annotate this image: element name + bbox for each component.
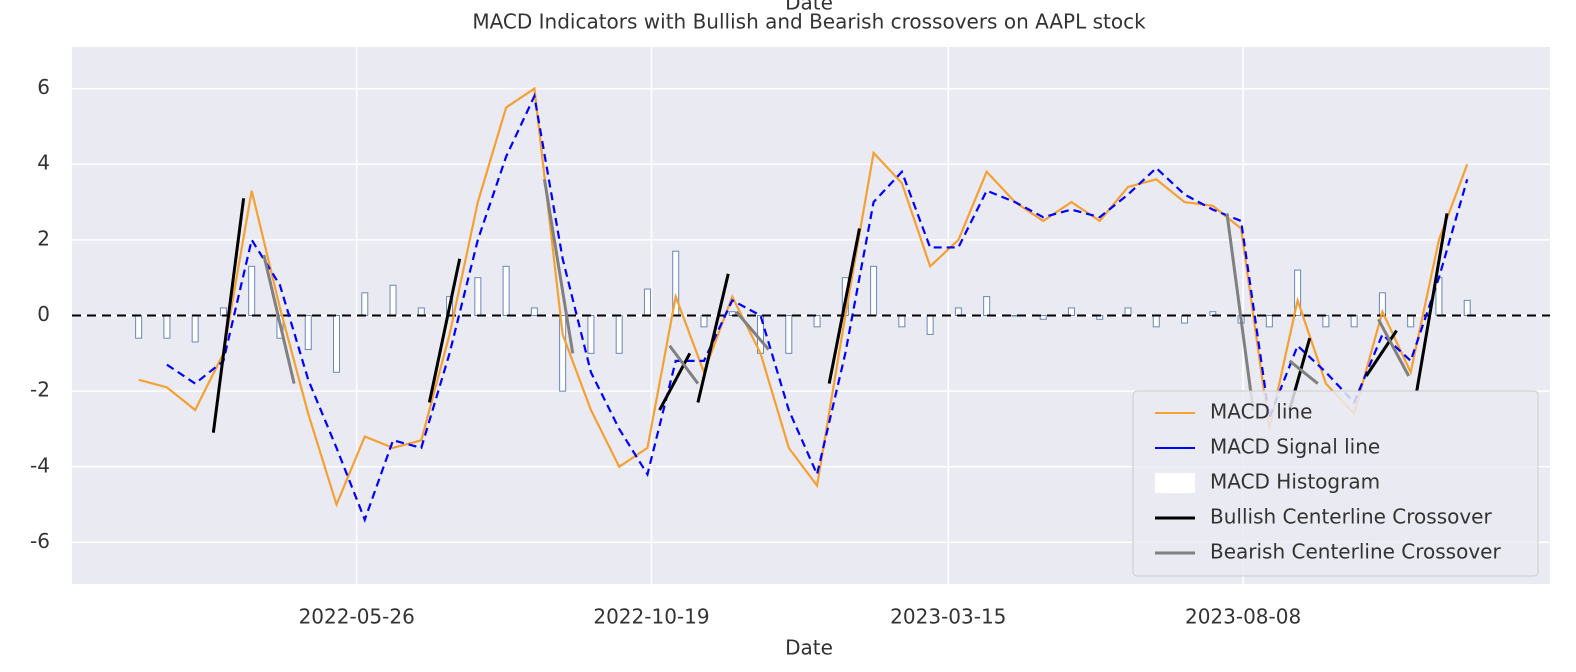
- histogram-bar: [1435, 277, 1443, 317]
- legend-label: Bullish Centerline Crossover: [1210, 505, 1492, 529]
- crossover-segment: [658, 352, 692, 411]
- x-tick-label: 2023-03-15: [890, 605, 1006, 629]
- histogram-bar: [700, 315, 708, 328]
- histogram-bar: [502, 265, 510, 317]
- histogram-bar: [248, 265, 256, 317]
- x-axis-label: Date: [785, 636, 833, 660]
- crossover-segment: [542, 179, 575, 354]
- histogram-bar: [1181, 315, 1189, 324]
- histogram-bar: [135, 315, 143, 339]
- signal-line: [166, 92, 1469, 523]
- histogram-bar: [587, 315, 595, 354]
- crossover-segment: [1365, 329, 1398, 377]
- legend-box: [1132, 390, 1539, 577]
- histogram-bar: [870, 265, 878, 317]
- crossover-segment: [1288, 359, 1319, 385]
- legend-label: Bearish Centerline Crossover: [1210, 540, 1501, 564]
- histogram-bar: [191, 315, 199, 343]
- histogram-bar: [474, 277, 482, 317]
- crossover-segment: [211, 198, 246, 433]
- legend: MACD line MACD Signal line MACD Histogram B…: [1132, 390, 1539, 577]
- histogram-bar: [926, 315, 934, 335]
- histogram-bar: [954, 307, 962, 316]
- crossover-segment: [696, 273, 730, 403]
- y-tick-label: 6: [37, 75, 50, 99]
- crossover-segment: [1415, 213, 1449, 392]
- crossover-segment: [427, 258, 462, 403]
- macd-line: [138, 86, 1469, 508]
- legend-label: MACD line: [1210, 400, 1312, 424]
- crossover-segment: [668, 344, 700, 385]
- crossover-segment: [262, 254, 296, 384]
- histogram-bar: [1265, 315, 1273, 328]
- crossover-segment: [827, 228, 861, 384]
- histogram-bar: [1322, 315, 1330, 328]
- y-tick-label: -6: [30, 529, 50, 553]
- histogram-bar: [615, 315, 623, 354]
- histogram-bar: [983, 296, 991, 317]
- histogram-bar: [643, 288, 651, 316]
- crossover-segment: [1225, 213, 1255, 411]
- histogram-bar: [389, 284, 397, 317]
- histogram-bar: [361, 292, 369, 316]
- histogram-bar: [1407, 315, 1415, 328]
- y-tick-label: 4: [37, 151, 50, 175]
- y-tick-label: -2: [30, 378, 50, 402]
- y-tick-label: 2: [37, 226, 50, 250]
- crossover-segment: [735, 310, 770, 351]
- histogram-bar: [1463, 299, 1471, 316]
- y-tick-label: 0: [37, 302, 50, 326]
- y-tick-label: -4: [30, 453, 50, 477]
- histogram-bar: [1039, 315, 1047, 320]
- histogram-bar: [898, 315, 906, 328]
- legend-label: MACD Histogram: [1210, 470, 1380, 494]
- crossover-segment: [1377, 318, 1410, 377]
- legend-swatch: [1155, 473, 1195, 493]
- histogram-bar: [333, 315, 341, 373]
- histogram-bar: [219, 307, 227, 316]
- legend-label: MACD Signal line: [1210, 435, 1380, 459]
- chart-title: MACD Indicators with Bullish and Bearish…: [472, 10, 1146, 34]
- x-tick-label: 2022-05-26: [299, 605, 415, 629]
- x-tick-label: 2023-08-08: [1185, 605, 1301, 629]
- top-label: Date: [785, 0, 833, 15]
- histogram-bar: [1067, 307, 1075, 316]
- histogram-bar: [813, 315, 821, 328]
- histogram-bar: [1350, 315, 1358, 328]
- histogram-bar: [1152, 315, 1160, 328]
- histogram-bar: [417, 307, 425, 316]
- histogram-bar: [1294, 269, 1302, 317]
- histogram-bar: [785, 315, 793, 354]
- histogram-bar: [304, 315, 312, 351]
- histogram-bar: [530, 307, 538, 316]
- histogram-bar: [559, 315, 567, 392]
- histogram-bar: [163, 315, 171, 339]
- histogram-bar: [1124, 307, 1132, 316]
- x-tick-label: 2022-10-19: [593, 605, 709, 629]
